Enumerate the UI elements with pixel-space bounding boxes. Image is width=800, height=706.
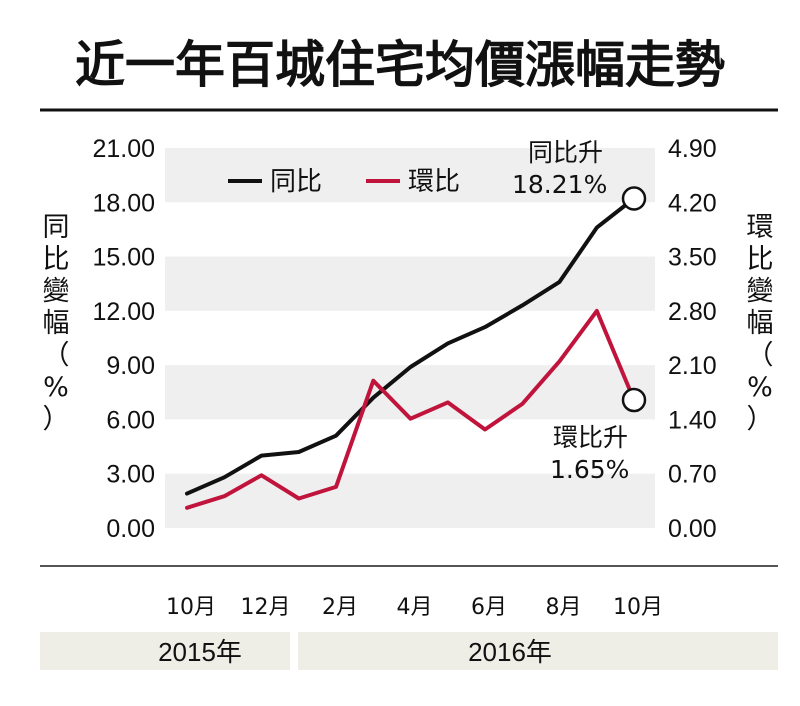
yoy-line bbox=[185, 196, 636, 496]
right-tick-label: 4.20 bbox=[668, 189, 717, 217]
axis-label-char: 變 bbox=[747, 276, 774, 307]
x-tick-label: 8月 bbox=[546, 595, 582, 620]
left-tick-label: 6.00 bbox=[106, 406, 155, 434]
yoy-end-marker bbox=[621, 186, 647, 211]
right-tick-label: 3.50 bbox=[668, 244, 717, 272]
grid-band bbox=[165, 148, 655, 203]
legend-label-mom: 環比 bbox=[408, 167, 460, 197]
left-axis-ticks: 21.00 18.00 15.00 12.00 9.00 6.00 3.00 0.00 bbox=[92, 135, 155, 543]
axis-label-char: ） bbox=[43, 404, 70, 435]
year-label-2016: 2016年 bbox=[468, 637, 552, 667]
axis-label-char: 幅 bbox=[43, 308, 70, 339]
axis-label-char: % bbox=[43, 372, 69, 403]
mom-annotation-value: 1.65% bbox=[550, 455, 629, 484]
right-tick-label: 0.70 bbox=[668, 461, 717, 489]
left-tick-label: 18.00 bbox=[92, 189, 155, 217]
x-tick-label: 2月 bbox=[322, 595, 358, 620]
right-tick-label: 0.00 bbox=[668, 515, 717, 543]
axis-label-char: % bbox=[747, 372, 773, 403]
chart-title: 近一年百城住宅均價漲幅走勢 bbox=[75, 35, 725, 94]
axis-label-char: 比 bbox=[43, 244, 70, 275]
x-tick-label: 10月 bbox=[613, 595, 663, 620]
left-tick-label: 15.00 bbox=[92, 244, 155, 272]
grid-band bbox=[165, 310, 655, 366]
mom-annotation-label: 環比升 bbox=[553, 423, 628, 452]
grid-band bbox=[165, 365, 655, 420]
annotations: 同比升 18.21% 環比升 1.65% bbox=[512, 138, 629, 484]
x-tick-label: 12月 bbox=[241, 595, 291, 620]
legend: 同比 環比 bbox=[228, 167, 460, 197]
year-band-2016 bbox=[298, 632, 778, 670]
axis-label-char: 同 bbox=[43, 212, 70, 243]
axis-label-char: ） bbox=[747, 404, 774, 435]
grid-band bbox=[165, 256, 655, 311]
x-tick-label: 6月 bbox=[471, 595, 507, 620]
axis-label-char: （ bbox=[43, 340, 70, 371]
right-axis-ticks: 4.90 4.20 3.50 2.80 2.10 1.40 0.70 0.00 bbox=[668, 135, 717, 543]
mom-line bbox=[185, 308, 636, 510]
left-tick-label: 12.00 bbox=[92, 298, 155, 326]
right-tick-label: 2.80 bbox=[668, 298, 717, 326]
right-tick-label: 4.90 bbox=[668, 135, 717, 163]
year-band-2015 bbox=[40, 632, 290, 670]
grid-band bbox=[165, 202, 655, 257]
right-tick-label: 1.40 bbox=[668, 406, 717, 434]
x-axis-ticks: 10月 12月 2月 4月 6月 8月 10月 bbox=[166, 595, 663, 620]
mom-end-marker bbox=[621, 387, 647, 413]
grid-bands bbox=[165, 148, 655, 528]
left-tick-label: 9.00 bbox=[106, 352, 155, 380]
axis-label-char: 變 bbox=[43, 276, 70, 307]
left-tick-label: 0.00 bbox=[106, 515, 155, 543]
series-lines bbox=[185, 186, 647, 510]
year-label-2015: 2015年 bbox=[158, 637, 242, 667]
yoy-annotation-value: 18.21% bbox=[512, 170, 607, 199]
x-tick-label: 4月 bbox=[397, 595, 433, 620]
right-tick-label: 2.10 bbox=[668, 352, 717, 380]
left-tick-label: 21.00 bbox=[92, 135, 155, 163]
left-tick-label: 3.00 bbox=[106, 461, 155, 489]
x-tick-label: 10月 bbox=[166, 595, 216, 620]
axis-label-char: 幅 bbox=[747, 308, 774, 339]
axis-label-char: （ bbox=[747, 340, 774, 371]
yoy-annotation-label: 同比升 bbox=[528, 138, 603, 167]
axis-label-char: 環 bbox=[747, 212, 774, 243]
legend-label-yoy: 同比 bbox=[270, 167, 322, 197]
axis-label-char: 比 bbox=[747, 244, 774, 275]
